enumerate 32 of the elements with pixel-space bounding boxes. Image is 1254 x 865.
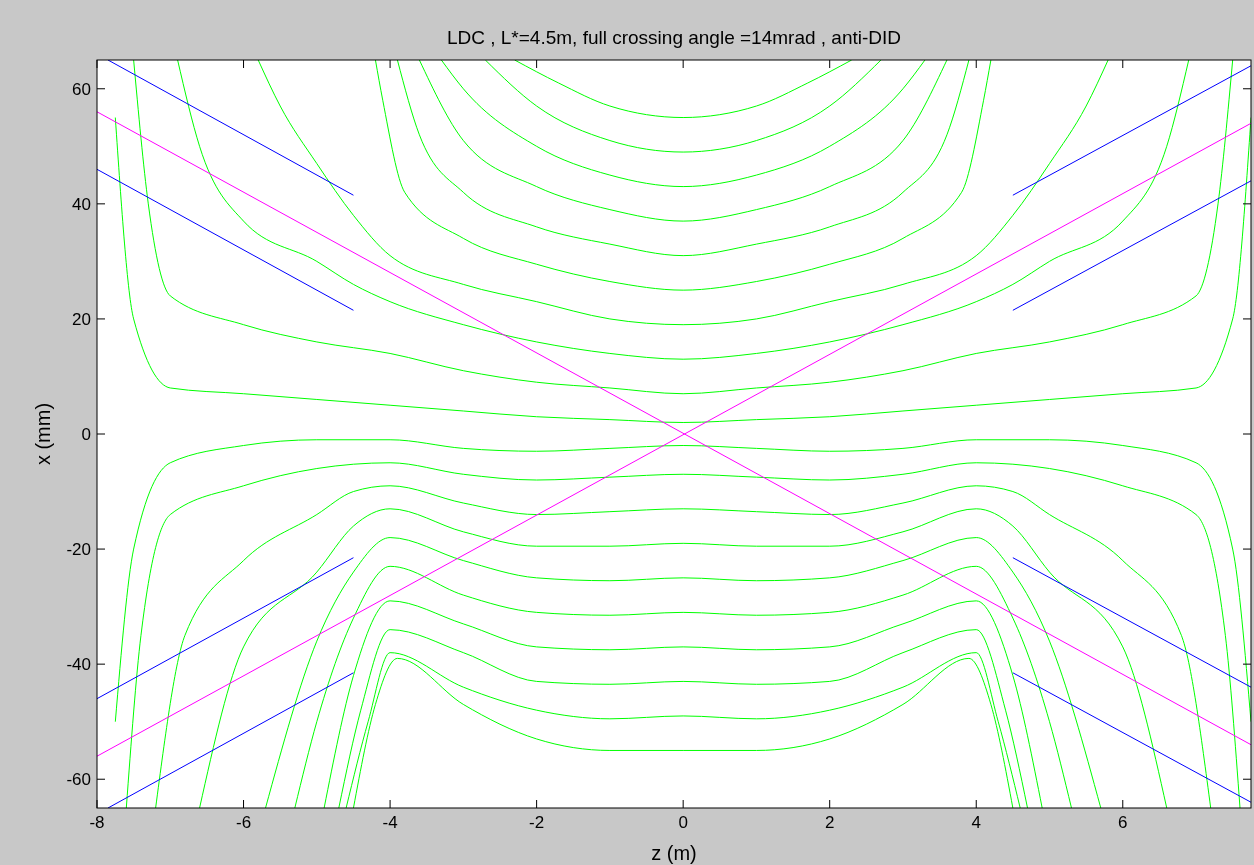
line-series [440,60,926,188]
y-tick-label: 40 [72,194,91,214]
line-series [294,565,1072,808]
y-tick-label: 60 [72,79,91,99]
y-axis-title: x (mm) [32,402,54,466]
y-tick-label: 20 [72,309,91,329]
x-tick-label: -4 [382,813,398,832]
line-series [484,60,882,153]
line-series [323,600,1043,808]
line-series [257,60,1109,326]
chart-title: LDC , L*=4.5m, full crossing angle =14mrad , anti-DID [446,27,902,48]
line-series [374,60,992,291]
line-series [114,117,1251,423]
y-tick-label: 0 [81,425,91,444]
x-tick-label: 4 [971,813,981,832]
y-tick-label: -40 [66,655,91,675]
x-tick-label: 0 [678,813,688,832]
x-tick-label: -6 [235,813,252,832]
x-tick-label: -2 [529,813,545,832]
x-axis-title: z (m) [651,842,697,864]
x-tick-label: -8 [89,813,105,832]
line-series [396,60,970,257]
line-series [418,60,948,222]
line-series [265,537,1102,808]
line-series [133,60,1234,395]
line-series [514,60,853,119]
line-series [114,439,1251,723]
y-tick-label: -20 [66,540,91,560]
line-series [177,60,1190,360]
x-tick-label: 6 [1118,813,1128,832]
y-tick-label: -60 [66,770,91,790]
x-tick-label: 2 [824,813,835,832]
